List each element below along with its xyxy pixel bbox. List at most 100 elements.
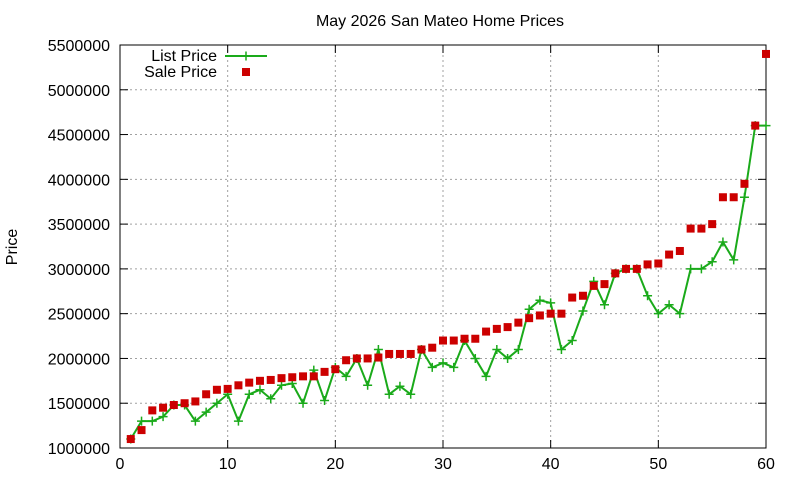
list-price-point <box>492 344 502 354</box>
sale-price-point <box>697 224 706 233</box>
list-price-point <box>341 371 351 381</box>
sale-price-point <box>255 376 264 385</box>
sale-price-point <box>514 318 523 327</box>
list-price-point <box>201 407 211 417</box>
sale-price-point <box>675 246 684 255</box>
sale-price-point <box>395 349 404 358</box>
sale-price-point <box>546 309 555 318</box>
sale-price-point <box>363 354 372 363</box>
x-tick-label: 40 <box>542 456 560 473</box>
sale-price-point <box>751 121 760 130</box>
list-price-line <box>129 124 766 440</box>
sale-price-point <box>126 435 135 444</box>
list-price-point <box>298 398 308 408</box>
list-price-point <box>255 385 265 395</box>
list-price-point <box>277 380 286 390</box>
sale-price-point <box>643 260 652 269</box>
sale-price-point <box>374 353 383 362</box>
sale-price-point <box>503 323 512 332</box>
sale-price-point <box>654 259 663 268</box>
list-price-point <box>320 396 330 406</box>
sale-price-point <box>632 264 641 273</box>
sale-price-point <box>331 365 340 374</box>
list-price-point <box>363 380 373 390</box>
x-tick-label: 10 <box>219 456 237 473</box>
list-price-point <box>675 309 685 319</box>
y-tick-label: 4500000 <box>48 128 110 145</box>
sale-price-point <box>568 293 577 302</box>
sale-price-point <box>439 336 447 345</box>
list-price-point <box>427 362 437 372</box>
list-price-point <box>578 306 588 316</box>
y-tick-label: 5500000 <box>48 38 110 55</box>
sale-price-point <box>320 367 329 376</box>
list-price-point <box>406 389 416 399</box>
legend-label-sale-price: Sale Price <box>144 64 217 81</box>
sale-price-point <box>589 281 598 290</box>
axes: 1000000 1500000 2000000 2500000 3000000 35000… <box>48 38 775 473</box>
list-price-point <box>449 362 459 372</box>
list-price-point <box>696 264 706 274</box>
x-tick-label: 0 <box>116 456 125 473</box>
list-price-point <box>653 309 663 319</box>
list-price-point <box>470 353 480 363</box>
sale-price-point <box>417 345 426 354</box>
list-price-point <box>707 257 717 267</box>
sale-price-point <box>385 349 394 358</box>
list-price-point <box>190 416 200 426</box>
x-tick-label: 30 <box>434 456 452 473</box>
list-price-point <box>643 291 653 301</box>
sale-price-point <box>482 327 491 336</box>
legend-item-list-price: List Price <box>151 48 267 65</box>
sale-price-point <box>148 406 157 415</box>
y-tick-label: 5000000 <box>48 83 110 100</box>
list-price-point <box>233 416 243 426</box>
legend: List Price Sale Price <box>144 48 267 81</box>
sale-price-point <box>202 390 211 399</box>
list-price-point <box>718 237 728 247</box>
legend-label-list-price: List Price <box>151 48 217 65</box>
sale-price-point <box>406 349 415 358</box>
sale-price-point <box>578 291 587 300</box>
y-tick-label: 1500000 <box>48 396 110 413</box>
sale-price-point <box>600 280 609 289</box>
sale-price-point <box>245 378 254 387</box>
sale-price-point <box>740 179 749 188</box>
list-price-point <box>600 300 609 310</box>
list-price-point <box>266 394 276 404</box>
sale-price-point <box>686 224 695 233</box>
sale-price-point <box>309 372 318 381</box>
sale-price-point <box>288 373 297 382</box>
list-price-point <box>567 336 577 346</box>
sale-price-point <box>460 334 469 343</box>
sale-price-point <box>180 399 189 408</box>
sale-price-point <box>449 336 458 345</box>
sale-price-point <box>471 334 480 343</box>
sale-price-point <box>212 385 221 394</box>
sale-price-point <box>299 372 308 381</box>
list-price-point <box>137 416 147 426</box>
y-tick-label: 2500000 <box>48 307 110 324</box>
sale-price-point <box>342 356 351 365</box>
sale-price-point <box>191 397 200 406</box>
sale-price-point <box>159 403 168 412</box>
legend-marker-list-price <box>241 51 251 61</box>
list-price-point <box>739 192 749 202</box>
sale-price-point <box>665 250 674 259</box>
y-tick-label: 1000000 <box>48 441 110 458</box>
list-price-point <box>556 344 566 354</box>
sale-price-point <box>708 220 717 229</box>
list-price-point <box>158 412 168 422</box>
list-price-point <box>384 389 394 399</box>
sale-price-point <box>428 343 437 352</box>
list-price-point <box>729 255 739 265</box>
list-price-point <box>535 295 545 305</box>
series-layer <box>126 49 771 444</box>
sale-price-point <box>718 193 727 202</box>
sale-price-point <box>611 269 620 278</box>
sale-price-point <box>352 354 361 363</box>
list-price-point <box>481 371 491 381</box>
sale-price-point <box>525 314 534 323</box>
legend-item-sale-price: Sale Price <box>144 64 250 81</box>
